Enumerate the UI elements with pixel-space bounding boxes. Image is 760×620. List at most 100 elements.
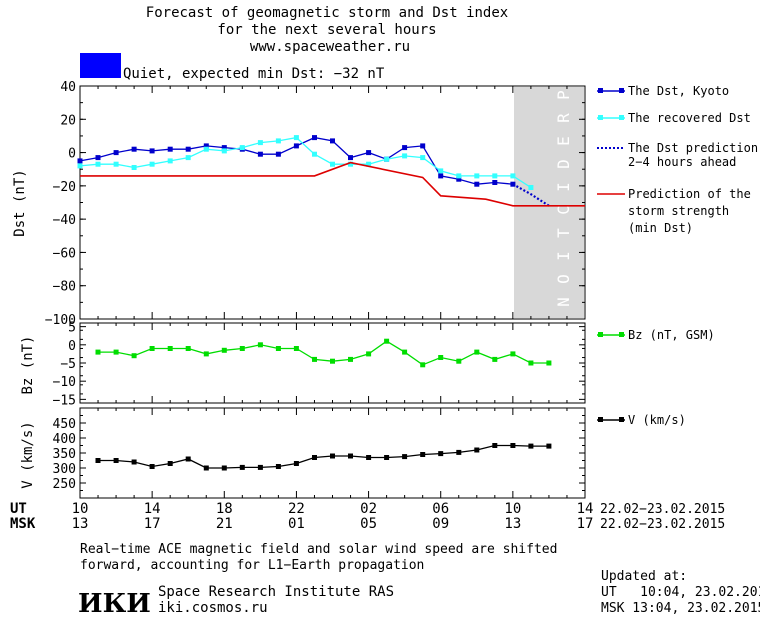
msk-tick-label: 13: [504, 516, 521, 532]
point-dst-kyoto: [492, 180, 498, 185]
legend-marker-dst-kyoto-2: [619, 88, 624, 93]
legend-marker-dst-kyoto: [598, 88, 603, 93]
ytick-label: 300: [53, 462, 76, 477]
point-bz: [149, 346, 155, 351]
time-axis: UT MSK 22.02−23.02.2015 22.02−23.02.2015…: [10, 501, 725, 532]
status-swatch: [80, 53, 121, 78]
point-v: [167, 461, 173, 466]
point-dst-recovered: [528, 185, 534, 190]
ut-tick-label: 18: [216, 501, 233, 517]
ytick-label: 5: [68, 321, 76, 336]
point-v: [474, 447, 480, 453]
ytick-label: 40: [60, 80, 76, 95]
point-v: [131, 459, 137, 465]
ytick-label: −10: [53, 375, 76, 390]
point-bz: [113, 349, 119, 355]
point-v: [257, 464, 263, 470]
point-bz: [293, 346, 299, 351]
legend-bz: Bz (nT, GSM): [628, 328, 715, 342]
point-v: [528, 443, 534, 449]
updated-label: Updated at:: [601, 569, 687, 584]
point-dst-kyoto: [167, 146, 173, 152]
point-dst-kyoto: [185, 146, 191, 152]
legend-v: V (km/s): [628, 413, 686, 427]
series-line-dst-prediction: [512, 183, 550, 207]
point-v: [203, 465, 209, 471]
legend-marker-bz: [598, 332, 603, 337]
footer-note-line1: Real−time ACE magnetic field and solar w…: [80, 542, 557, 557]
point-bz: [492, 356, 498, 362]
point-bz: [185, 346, 191, 351]
point-bz: [203, 351, 209, 357]
updated-ut: UT 10:04, 23.02.2015: [601, 585, 760, 600]
point-v: [312, 455, 317, 460]
ytick-label: −80: [53, 280, 76, 295]
dst-ylabel: Dst (nT): [12, 169, 28, 236]
msk-tick-label: 13: [72, 516, 89, 532]
legend-strength-l2: storm strength: [628, 204, 729, 218]
msk-tick-label: 01: [288, 516, 305, 532]
legend-strength-l1: Prediction of the: [628, 187, 751, 201]
prediction-label: P R E D I C T I O N: [554, 90, 573, 307]
point-dst-recovered: [312, 151, 317, 157]
point-bz: [95, 349, 101, 355]
point-v: [366, 455, 372, 460]
msk-date-range: 22.02−23.02.2015: [600, 517, 725, 532]
prediction-letter: I: [554, 251, 573, 261]
legend-marker-v-2: [619, 417, 624, 422]
point-dst-recovered: [348, 161, 353, 167]
ut-axis-label: UT: [10, 501, 27, 517]
point-bz: [510, 351, 516, 357]
point-bz: [474, 349, 480, 355]
v-plot-frame: [79, 407, 586, 499]
point-dst-recovered: [474, 173, 480, 179]
ytick-label: −40: [53, 213, 76, 228]
point-dst-kyoto: [348, 155, 353, 161]
point-dst-recovered: [293, 135, 299, 141]
point-bz: [456, 358, 462, 364]
series-layer: [77, 135, 585, 471]
point-bz: [402, 349, 408, 355]
updated-msk: MSK 13:04, 23.02.2015: [601, 601, 760, 616]
point-dst-recovered: [77, 163, 83, 169]
point-bz: [528, 360, 534, 366]
point-dst-kyoto: [203, 143, 209, 149]
point-bz: [221, 347, 227, 353]
ytick-label: 350: [53, 447, 76, 462]
series-line-dst-recovered: [79, 136, 532, 189]
institute-name: Space Research Institute RAS: [158, 584, 394, 600]
point-dst-kyoto: [420, 143, 426, 149]
prediction-letter: I: [554, 182, 573, 192]
chart-title-line1: Forecast of geomagnetic storm and Dst in…: [146, 5, 508, 21]
point-dst-recovered: [257, 140, 263, 146]
iki-logo: ИКИ: [78, 589, 151, 619]
point-dst-kyoto: [474, 181, 480, 187]
point-v: [546, 443, 552, 449]
point-dst-recovered: [95, 161, 101, 167]
point-bz: [312, 356, 317, 362]
point-bz: [330, 358, 335, 364]
ut-tick-label: 02: [360, 501, 377, 517]
legend-marker-dst-recovered: [598, 115, 603, 120]
msk-tick-label: 17: [577, 516, 594, 532]
ut-tick-label: 14: [144, 501, 161, 517]
series-line-v: [98, 444, 549, 469]
point-v: [330, 453, 335, 459]
point-dst-kyoto: [257, 151, 263, 157]
legend-strength-l3: (min Dst): [628, 221, 693, 235]
point-dst-recovered: [203, 146, 209, 152]
point-bz: [384, 338, 390, 344]
point-dst-recovered: [492, 173, 498, 179]
point-v: [438, 451, 444, 457]
ytick-label: 450: [53, 417, 76, 432]
point-bz: [275, 346, 281, 351]
v-ylabel: V (km/s): [20, 421, 36, 488]
point-dst-recovered: [113, 161, 119, 167]
point-bz: [348, 356, 353, 362]
point-dst-recovered: [275, 138, 281, 144]
point-dst-kyoto: [312, 135, 317, 141]
point-dst-kyoto: [149, 148, 155, 154]
legend-dst-prediction-l1: The Dst prediction: [628, 141, 758, 155]
